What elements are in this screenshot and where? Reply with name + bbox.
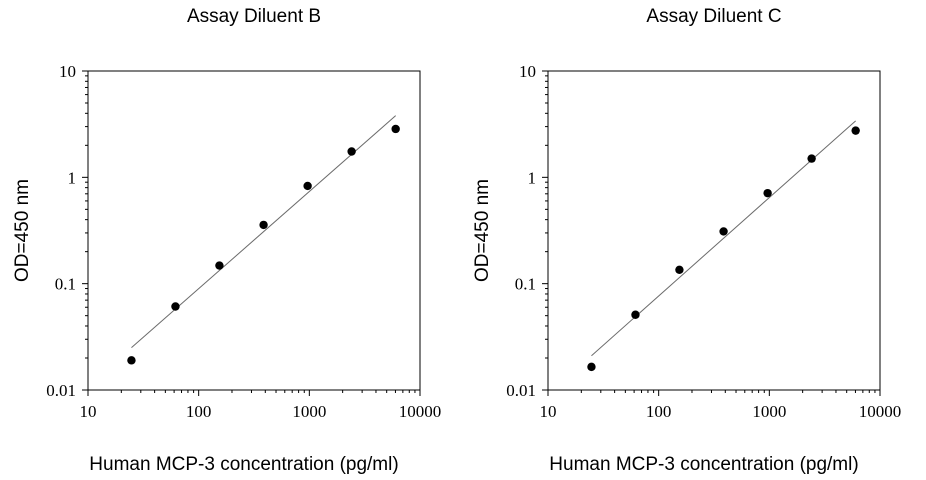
data-point: [587, 362, 596, 372]
x-tick-label: 10000: [399, 402, 442, 421]
data-point: [347, 147, 356, 156]
plot-frame: [87, 70, 421, 391]
data-point: [851, 126, 860, 135]
x-tick-label: 10000: [859, 402, 902, 421]
x-tick-label: 100: [646, 402, 672, 421]
x-tick-label: 1000: [752, 402, 786, 421]
data-point: [303, 181, 312, 191]
y-axis-label: OD=450 nm: [12, 179, 33, 282]
data-point: [675, 265, 684, 275]
y-tick-label: 1: [68, 168, 77, 187]
data-point: [719, 227, 728, 236]
y-tick-label: 10: [59, 62, 76, 81]
regression-line: [131, 115, 397, 349]
y-tick-label: 10: [519, 62, 536, 81]
y-tick-label: 1: [528, 168, 537, 187]
y-axis-label: OD=450 nm: [472, 179, 493, 282]
y-tick-label: 0.1: [55, 275, 76, 294]
regression-line: [591, 120, 857, 357]
x-tick-label: 10: [540, 402, 557, 421]
chart-title: Assay Diluent C: [646, 6, 781, 27]
x-tick-label: 100: [186, 402, 212, 421]
chart-panel-assay-diluent-b: Assay Diluent B 0.01 0.1 1 10 10 100 1000 10000 H…: [12, 6, 441, 475]
x-axis-label: Human MCP-3 concentration (pg/ml): [89, 454, 398, 475]
data-point: [391, 124, 400, 134]
x-tick-label: 1000: [292, 402, 326, 421]
y-tick-label: 0.01: [506, 381, 536, 400]
data-point: [631, 310, 640, 319]
data-point: [259, 220, 268, 230]
chart-panel-assay-diluent-c: Assay Diluent C 0.01 0.1 1 10 10 100 1000 10000 H…: [472, 6, 901, 475]
data-point: [171, 302, 180, 311]
data-point: [763, 188, 772, 198]
plot-frame: [547, 70, 881, 391]
chart-title: Assay Diluent B: [187, 6, 321, 27]
data-point: [215, 261, 224, 270]
x-axis-label: Human MCP-3 concentration (pg/ml): [549, 454, 858, 475]
data-point: [127, 356, 136, 365]
y-tick-label: 0.1: [515, 275, 536, 294]
y-tick-label: 0.01: [46, 381, 76, 400]
x-tick-label: 10: [80, 402, 97, 421]
data-point: [807, 154, 816, 163]
